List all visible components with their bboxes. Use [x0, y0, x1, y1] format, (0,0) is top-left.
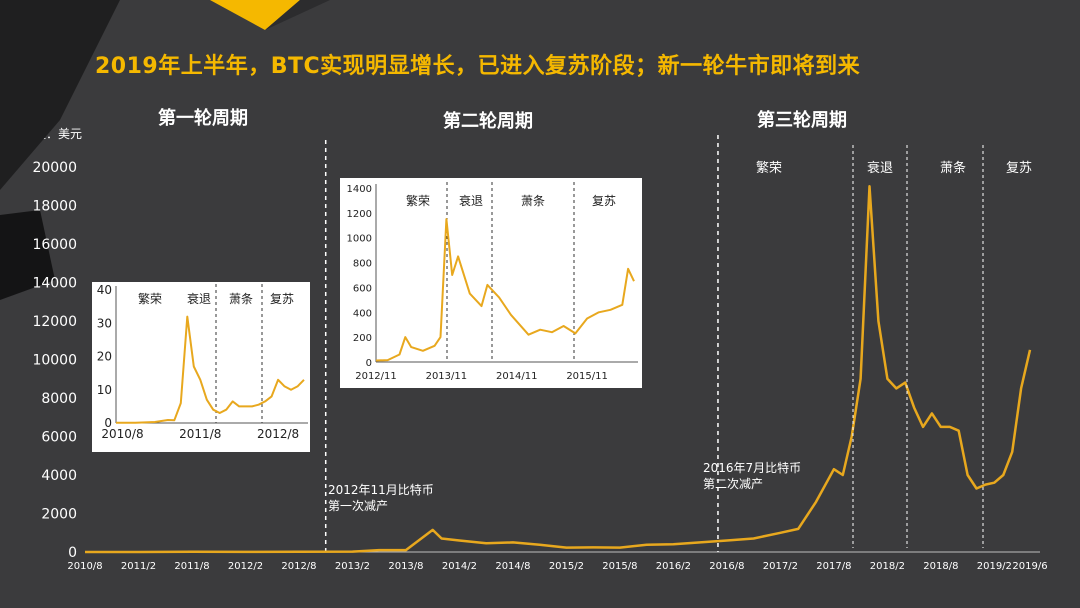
x-tick-label-12: 2016/8	[709, 561, 744, 572]
x-tick-label-5: 2013/2	[335, 561, 370, 572]
slide-title: 2019年上半年，BTC实现明显增长，已进入复苏阶段；新一轮牛市即将到来	[95, 54, 861, 79]
decor-shape-1	[0, 0, 120, 190]
inset2-y-tick-label-4: 800	[353, 259, 372, 270]
x-tick-label-11: 2016/2	[656, 561, 691, 572]
y-tick-label-6: 12000	[32, 314, 77, 330]
inset1-y-tick-label-0: 0	[104, 416, 112, 430]
x-tick-label-14: 2017/8	[816, 561, 851, 572]
cycle3-phase-label-1: 衰退	[867, 160, 893, 176]
inset1-phase-label-3: 复苏	[270, 292, 294, 306]
x-tick-label-1: 2011/2	[121, 561, 156, 572]
halving-note-1-line2: 第一次减产	[328, 499, 389, 513]
cycle-2-label: 第二轮周期	[443, 111, 533, 132]
x-tick-label-10: 2015/8	[602, 561, 637, 572]
cycle-3-label: 第三轮周期	[757, 110, 847, 131]
inset1-y-tick-label-1: 10	[97, 383, 112, 397]
inset1-phase-label-0: 繁荣	[138, 291, 162, 306]
x-tick-label-3: 2012/2	[228, 561, 263, 572]
inset1-x-tick-label-0: 2010/8	[101, 427, 143, 441]
y-tick-label-2: 4000	[41, 468, 77, 484]
x-tick-label-8: 2014/8	[495, 561, 530, 572]
inset2-y-tick-label-2: 400	[353, 308, 372, 319]
inset2-x-tick-label-2: 2014/11	[496, 371, 538, 382]
y-tick-label-3: 6000	[41, 430, 77, 446]
y-tick-label-9: 18000	[32, 199, 77, 215]
y-tick-label-0: 0	[68, 545, 77, 561]
x-tick-label-2: 2011/8	[174, 561, 209, 572]
decor-shape-2	[0, 210, 55, 300]
y-tick-label-7: 14000	[32, 276, 77, 292]
inset1-price-line	[115, 315, 305, 424]
inset2-price-line	[375, 218, 635, 362]
cycle3-phase-label-0: 繁荣	[756, 160, 782, 176]
halving-note-1: 2012年11月比特币 第一次减产	[328, 482, 434, 514]
inset2-phase-label-0: 繁荣	[406, 193, 430, 208]
inset1-y-tick-label-3: 30	[97, 316, 112, 330]
inset2-y-tick-label-0: 0	[366, 358, 372, 369]
inset1-y-tick-label-4: 40	[97, 283, 112, 297]
inset1-x-tick-label-1: 2011/8	[179, 427, 221, 441]
x-tick-label-7: 2014/2	[442, 561, 477, 572]
y-tick-label-5: 10000	[32, 353, 77, 369]
x-tick-label-6: 2013/8	[388, 561, 423, 572]
decor-shape-3	[210, 0, 300, 30]
decor-shape-4	[265, 0, 330, 30]
inset2-y-tick-label-7: 1400	[347, 184, 372, 195]
inset2-y-tick-label-5: 1000	[347, 234, 372, 245]
inset2-y-tick-label-3: 600	[353, 283, 372, 294]
y-tick-label-8: 16000	[32, 237, 77, 253]
inset1-y-tick-label-2: 20	[97, 350, 112, 364]
btc-price-line	[85, 185, 1032, 554]
inset2-phase-label-3: 复苏	[592, 194, 616, 208]
x-tick-label-15: 2018/2	[870, 561, 905, 572]
inset2-y-tick-label-6: 1200	[347, 209, 372, 220]
inset1-phase-label-1: 衰退	[187, 291, 211, 306]
x-tick-label-9: 2015/2	[549, 561, 584, 572]
inset2-phase-label-1: 衰退	[459, 193, 483, 208]
y-tick-label-1: 2000	[41, 507, 77, 523]
halving-note-2-line1: 2016年7月比特币	[703, 461, 802, 475]
inset1-x-tick-label-2: 2012/8	[257, 427, 299, 441]
inset1-phase-label-2: 萧条	[229, 292, 253, 306]
y-tick-label-10: 20000	[32, 160, 77, 176]
x-tick-label-0: 2010/8	[67, 561, 102, 572]
x-tick-label-17: 2019/2	[977, 561, 1012, 572]
cycle-1-label: 第一轮周期	[158, 108, 248, 129]
halving-note-1-line1: 2012年11月比特币	[328, 483, 434, 497]
inset2-x-tick-label-1: 2013/11	[426, 371, 468, 382]
inset2-y-tick-label-1: 200	[353, 333, 372, 344]
cycle3-phase-label-2: 萧条	[940, 160, 966, 176]
inset2-background	[340, 178, 642, 388]
inset2-x-tick-label-3: 2015/11	[566, 371, 608, 382]
inset2-phase-label-2: 萧条	[521, 194, 545, 208]
x-tick-label-13: 2017/2	[763, 561, 798, 572]
x-tick-label-4: 2012/8	[281, 561, 316, 572]
x-tick-label-18: 2019/6	[1012, 561, 1047, 572]
y-tick-label-4: 8000	[41, 391, 77, 407]
inset2-x-tick-label-0: 2012/11	[355, 371, 397, 382]
x-tick-label-16: 2018/8	[923, 561, 958, 572]
cycle3-phase-label-3: 复苏	[1006, 160, 1032, 176]
